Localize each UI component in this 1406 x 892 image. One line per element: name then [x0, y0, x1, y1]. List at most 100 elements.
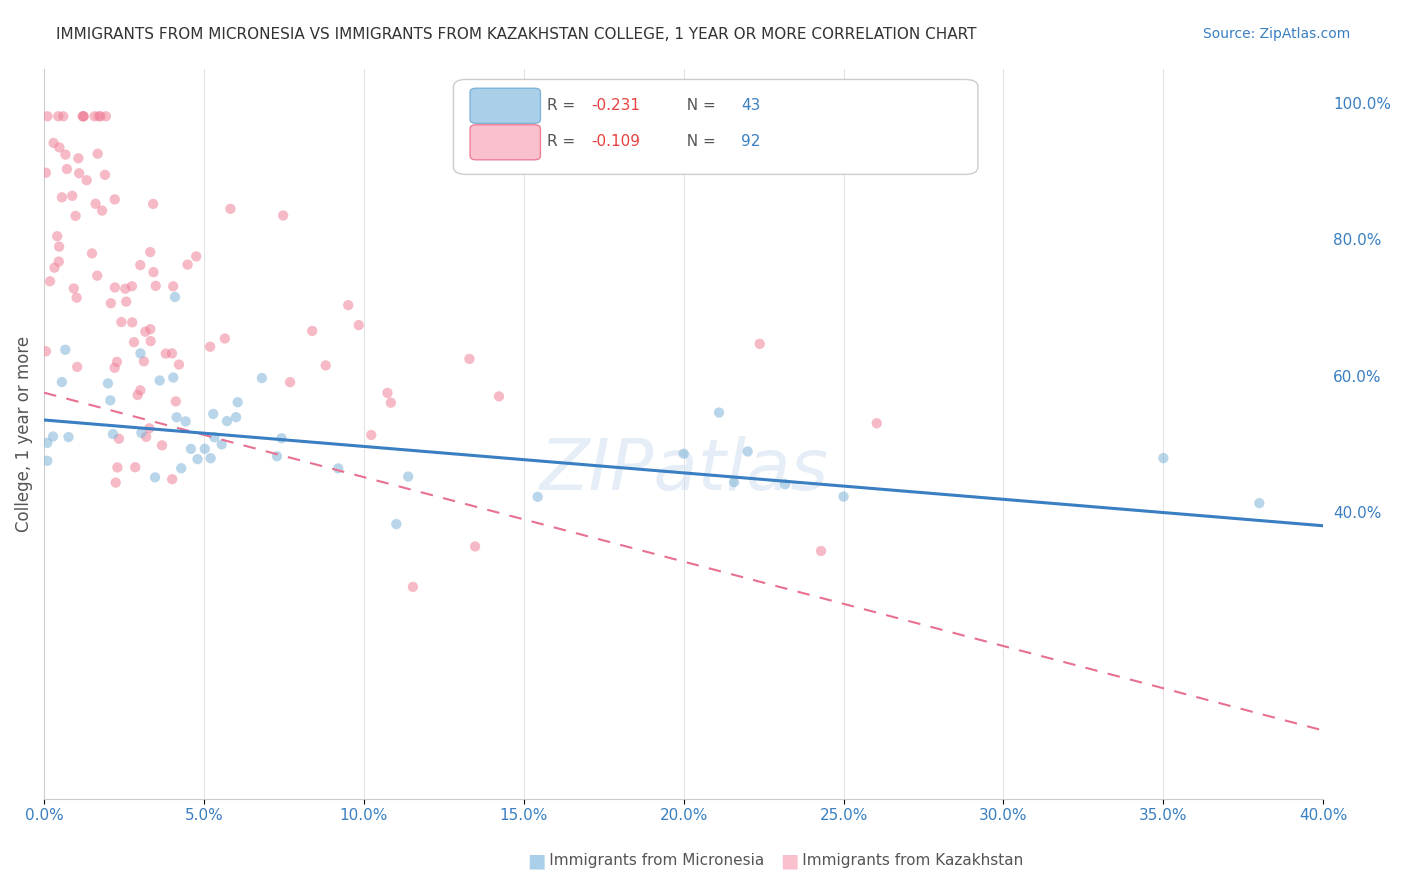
- Point: [488, 389, 510, 403]
- Point: [150, 438, 173, 452]
- Point: [122, 335, 145, 350]
- Text: N =: N =: [678, 97, 721, 112]
- Point: [866, 416, 889, 430]
- Point: [114, 282, 136, 296]
- Point: [124, 460, 146, 475]
- Point: [458, 351, 481, 366]
- Point: [94, 168, 117, 182]
- Point: [278, 375, 301, 389]
- Point: [200, 451, 222, 466]
- Point: [707, 406, 730, 420]
- Point: [402, 580, 425, 594]
- FancyBboxPatch shape: [470, 125, 540, 160]
- Point: [160, 346, 183, 360]
- Point: [67, 166, 90, 180]
- Point: [832, 490, 855, 504]
- Point: [328, 461, 350, 475]
- Point: [35, 166, 58, 180]
- Point: [104, 280, 127, 294]
- Point: [37, 454, 59, 468]
- Point: [202, 407, 225, 421]
- Point: [180, 442, 202, 456]
- Point: [143, 470, 166, 484]
- Point: [1249, 496, 1271, 510]
- Point: [107, 460, 129, 475]
- Point: [115, 294, 138, 309]
- Point: [139, 334, 162, 348]
- Text: ▪ Immigrants from Kazakhstan: ▪ Immigrants from Kazakhstan: [787, 854, 1024, 868]
- Point: [360, 428, 382, 442]
- Point: [104, 360, 127, 375]
- Point: [748, 337, 770, 351]
- Point: [39, 274, 62, 288]
- FancyBboxPatch shape: [470, 88, 540, 123]
- Point: [723, 475, 745, 489]
- Point: [139, 245, 162, 260]
- Point: [105, 355, 128, 369]
- Point: [55, 147, 77, 161]
- Point: [315, 359, 337, 373]
- Point: [347, 318, 370, 332]
- Point: [266, 449, 288, 463]
- Point: [73, 109, 96, 123]
- Text: N =: N =: [678, 134, 721, 149]
- Point: [773, 477, 796, 491]
- Point: [97, 376, 120, 391]
- Point: [131, 425, 153, 440]
- Text: 92: 92: [741, 134, 761, 149]
- Point: [219, 202, 242, 216]
- Point: [51, 375, 73, 389]
- Text: ■: ■: [780, 851, 799, 871]
- Point: [100, 296, 122, 310]
- Point: [98, 393, 121, 408]
- Point: [104, 475, 127, 490]
- Point: [46, 229, 69, 244]
- Point: [110, 315, 132, 329]
- FancyBboxPatch shape: [454, 79, 979, 175]
- Point: [194, 442, 217, 456]
- Point: [121, 315, 143, 329]
- Point: [86, 146, 108, 161]
- Point: [176, 258, 198, 272]
- Point: [84, 196, 107, 211]
- Point: [48, 140, 70, 154]
- Point: [271, 209, 294, 223]
- Point: [170, 461, 193, 475]
- Point: [202, 430, 225, 444]
- Point: [65, 209, 87, 223]
- Point: [186, 249, 208, 263]
- Point: [48, 254, 70, 268]
- Point: [160, 472, 183, 486]
- Point: [149, 374, 172, 388]
- Point: [270, 431, 292, 445]
- Point: [211, 437, 233, 451]
- Point: [53, 343, 76, 357]
- Point: [135, 430, 157, 444]
- Point: [162, 370, 184, 384]
- Point: [215, 414, 238, 428]
- Point: [142, 265, 165, 279]
- Point: [42, 136, 65, 150]
- Point: [56, 162, 79, 177]
- Text: R =: R =: [547, 134, 579, 149]
- Point: [46, 109, 69, 123]
- Point: [155, 346, 177, 360]
- Text: R =: R =: [547, 97, 579, 112]
- Point: [83, 109, 105, 123]
- Point: [58, 430, 80, 444]
- Point: [377, 385, 399, 400]
- Point: [396, 469, 419, 483]
- Point: [672, 447, 695, 461]
- Point: [186, 452, 208, 467]
- Point: [72, 109, 94, 123]
- Point: [67, 151, 90, 165]
- Point: [464, 540, 486, 554]
- Point: [737, 444, 759, 458]
- Point: [380, 395, 402, 409]
- Point: [121, 279, 143, 293]
- Point: [385, 517, 408, 532]
- Text: -0.109: -0.109: [592, 134, 641, 149]
- Point: [250, 371, 273, 385]
- Text: ▪ Immigrants from Micronesia: ▪ Immigrants from Micronesia: [534, 854, 765, 868]
- Point: [129, 384, 152, 398]
